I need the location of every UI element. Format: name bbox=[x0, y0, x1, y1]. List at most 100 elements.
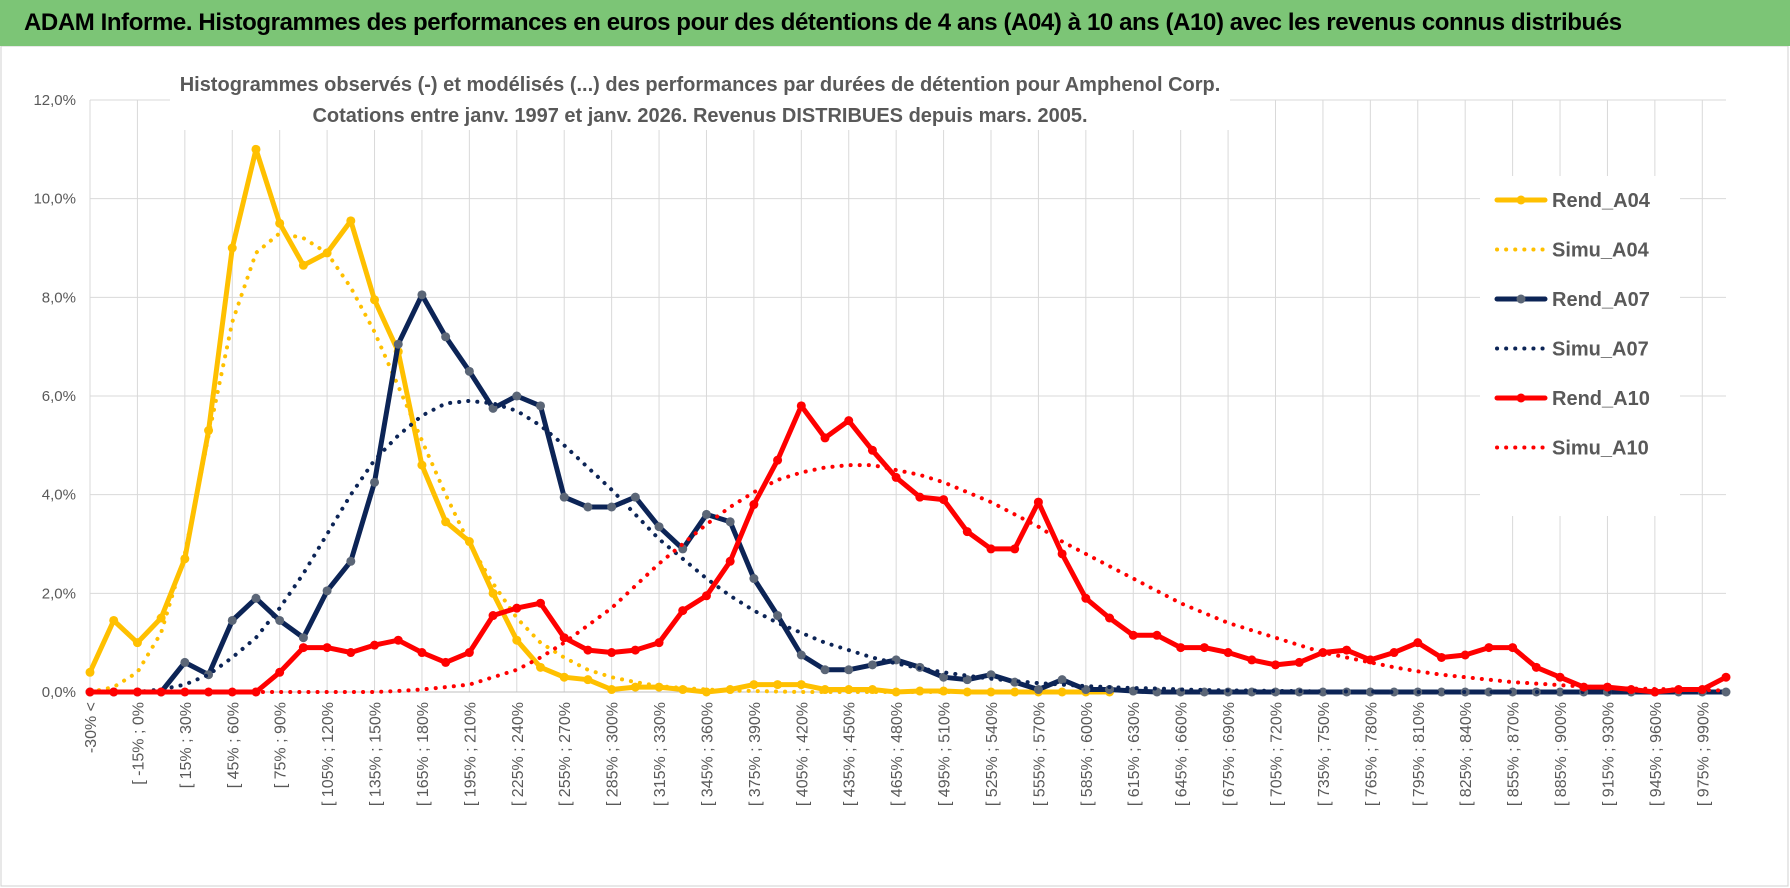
point-marker bbox=[1460, 650, 1470, 660]
point-marker bbox=[939, 495, 949, 505]
point-marker bbox=[417, 460, 427, 470]
point-marker bbox=[1484, 687, 1494, 697]
x-tick-label: [ 465% ; 480% bbox=[889, 702, 906, 806]
point-marker bbox=[1294, 657, 1304, 667]
legend-label: Rend_A07 bbox=[1552, 289, 1650, 311]
point-marker bbox=[298, 643, 308, 653]
legend-label: Simu_A10 bbox=[1552, 438, 1649, 460]
point-marker bbox=[1389, 648, 1399, 658]
point-marker bbox=[417, 648, 427, 658]
point-marker bbox=[393, 339, 403, 349]
y-tick-label: 2,0% bbox=[42, 585, 76, 602]
point-marker bbox=[820, 433, 830, 443]
x-tick-label: [ 765% ; 780% bbox=[1363, 702, 1380, 806]
x-tick-label: [ 645% ; 660% bbox=[1174, 702, 1191, 806]
point-marker bbox=[464, 366, 474, 376]
point-marker bbox=[891, 472, 901, 482]
x-tick-label: [ 435% ; 450% bbox=[842, 702, 859, 806]
point-marker bbox=[1721, 687, 1731, 697]
point-marker bbox=[1626, 685, 1636, 695]
point-marker bbox=[109, 615, 119, 625]
point-marker bbox=[180, 657, 190, 667]
x-tick-label: [ 345% ; 360% bbox=[699, 702, 716, 806]
point-marker bbox=[227, 615, 237, 625]
point-marker bbox=[915, 492, 925, 502]
point-marker bbox=[1105, 685, 1115, 695]
point-marker bbox=[1152, 630, 1162, 640]
point-marker bbox=[109, 687, 119, 697]
point-marker bbox=[559, 633, 569, 643]
point-marker bbox=[1033, 685, 1043, 695]
chart-title: Histogrammes observés (-) et modélisés (… bbox=[180, 74, 1221, 96]
point-marker bbox=[227, 687, 237, 697]
point-marker bbox=[749, 574, 759, 584]
point-marker bbox=[512, 635, 522, 645]
point-marker bbox=[986, 687, 996, 697]
point-marker bbox=[583, 675, 593, 685]
point-marker bbox=[298, 260, 308, 270]
x-tick-label: [ 705% ; 720% bbox=[1269, 702, 1286, 806]
point-marker bbox=[298, 633, 308, 643]
x-tick-label: [ 75% ; 90% bbox=[273, 702, 290, 788]
point-marker bbox=[322, 586, 332, 596]
point-marker bbox=[1010, 544, 1020, 554]
point-marker bbox=[678, 544, 688, 554]
y-tick-label: 6,0% bbox=[42, 388, 76, 405]
point-marker bbox=[535, 662, 545, 672]
point-marker bbox=[773, 455, 783, 465]
point-marker bbox=[773, 611, 783, 621]
point-marker bbox=[346, 648, 356, 658]
point-marker bbox=[1033, 497, 1043, 507]
x-tick-label: [ 285% ; 300% bbox=[605, 702, 622, 806]
point-marker bbox=[844, 685, 854, 695]
point-marker bbox=[1057, 675, 1067, 685]
x-tick-label: [ 225% ; 240% bbox=[510, 702, 527, 806]
point-marker bbox=[1484, 643, 1494, 653]
legend-label: Rend_A04 bbox=[1552, 190, 1651, 212]
point-marker bbox=[607, 685, 617, 695]
observed-line bbox=[87, 403, 1729, 695]
x-tick-label: [ 105% ; 120% bbox=[320, 702, 337, 806]
title-background bbox=[170, 64, 1230, 130]
point-marker bbox=[1105, 613, 1115, 623]
x-tick-label: [ -15% ; 0% bbox=[130, 702, 147, 785]
point-marker bbox=[607, 648, 617, 658]
point-marker bbox=[1128, 630, 1138, 640]
point-marker bbox=[820, 665, 830, 675]
legend-label: Rend_A10 bbox=[1552, 388, 1650, 410]
point-marker bbox=[180, 687, 190, 697]
point-marker bbox=[1436, 687, 1446, 697]
point-marker bbox=[1555, 687, 1565, 697]
point-marker bbox=[725, 517, 735, 527]
point-marker bbox=[1010, 687, 1020, 697]
point-marker bbox=[441, 657, 451, 667]
point-marker bbox=[1413, 638, 1423, 648]
point-marker bbox=[275, 667, 285, 677]
point-marker bbox=[986, 544, 996, 554]
point-marker bbox=[1508, 643, 1518, 653]
point-marker bbox=[630, 645, 640, 655]
point-marker bbox=[583, 502, 593, 512]
point-marker bbox=[1342, 645, 1352, 655]
point-marker bbox=[1674, 685, 1684, 695]
model-line bbox=[88, 463, 1728, 694]
point-marker bbox=[583, 645, 593, 655]
header: ADAM Informe. Histogrammes des performan… bbox=[0, 0, 1790, 46]
chart-subtitle: Cotations entre janv. 1997 et janv. 2026… bbox=[312, 105, 1087, 127]
point-marker bbox=[796, 650, 806, 660]
x-tick-label: [ 315% ; 330% bbox=[652, 702, 669, 806]
point-marker bbox=[1057, 549, 1067, 559]
point-marker bbox=[251, 144, 261, 154]
x-tick-label: [ 795% ; 810% bbox=[1411, 702, 1428, 806]
point-marker bbox=[559, 492, 569, 502]
point-marker bbox=[346, 556, 356, 566]
point-marker bbox=[867, 660, 877, 670]
x-tick-label: [ 855% ; 870% bbox=[1506, 702, 1523, 806]
legend-label: Simu_A07 bbox=[1552, 339, 1649, 361]
header-title: ADAM Informe. Histogrammes des performan… bbox=[24, 9, 1622, 36]
point-marker bbox=[1721, 672, 1731, 682]
x-tick-label: [ 915% ; 930% bbox=[1600, 702, 1617, 806]
point-marker bbox=[962, 675, 972, 685]
chart: 0,0% 2,0% 4,0% 6,0% 8,0% 10,0% 12,0% -30% < [ -1… bbox=[0, 46, 1789, 887]
